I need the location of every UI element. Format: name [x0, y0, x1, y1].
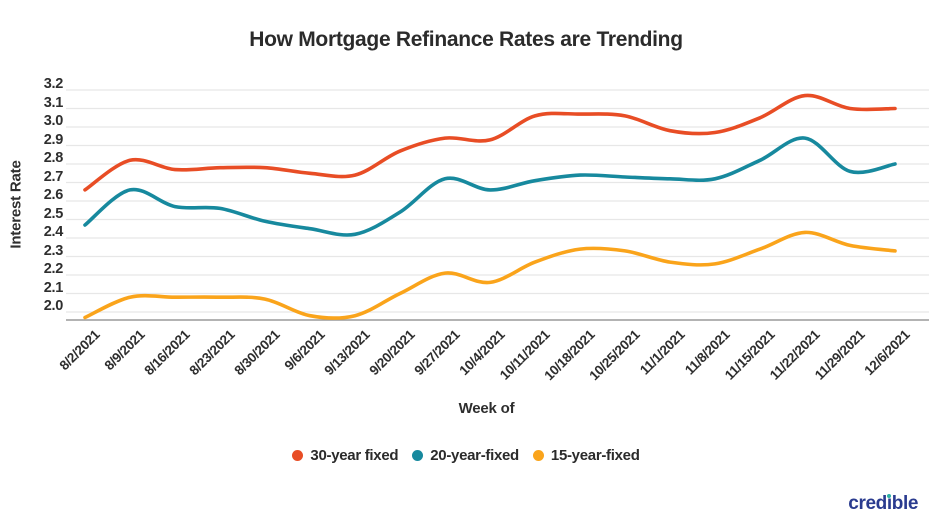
credible-logo: credı ble: [848, 493, 918, 514]
y-tick-label: 2.9: [43, 131, 64, 148]
y-tick-label: 2.0: [43, 298, 64, 314]
y-tick-label: 2.4: [43, 224, 64, 240]
legend-item-20-year-fixed: 20-year-fixed: [412, 447, 519, 464]
series-line-30-year-fixed: [83, 93, 897, 192]
legend-label-30-year-fixed: 30-year fixed: [310, 447, 399, 464]
y-tick-label: 2.7: [43, 168, 64, 185]
y-tick-label: 2.6: [43, 187, 64, 203]
legend-item-15-year-fixed: 15-year-fixed: [532, 447, 640, 464]
series-line-15-year-fixed: [83, 230, 897, 320]
y-tick-label: 3.0: [43, 113, 64, 129]
series-line-20-year-fixed: [83, 136, 897, 237]
legend-label-20-year-fixed: 20-year-fixed: [430, 447, 519, 464]
legend-item-30-year-fixed: 30-year fixed: [292, 447, 399, 464]
logo-i-dot: ı: [886, 493, 892, 514]
y-tick-label: 3.2: [43, 76, 64, 92]
y-tick-label: 2.5: [43, 205, 64, 222]
y-tick-label: 2.8: [43, 150, 64, 166]
legend-label-15-year-fixed: 15-year-fixed: [550, 447, 640, 464]
15-year-fixed-swatch-icon: [532, 450, 544, 461]
y-tick-label: 3.1: [43, 94, 64, 111]
20-year-fixed-swatch-icon: [412, 450, 424, 461]
y-tick-label: 2.3: [43, 242, 64, 259]
x-axis-title: Week of: [458, 400, 515, 417]
chart-title: How Mortgage Refinance Rates are Trendin…: [249, 28, 683, 51]
30-year-fixed-swatch-icon: [292, 450, 304, 461]
y-tick-label: 2.1: [43, 279, 64, 296]
y-tick-label: 2.2: [43, 261, 64, 277]
chart-legend: 30-year fixed 20-year-fixed 15-year-fixed: [0, 447, 932, 464]
